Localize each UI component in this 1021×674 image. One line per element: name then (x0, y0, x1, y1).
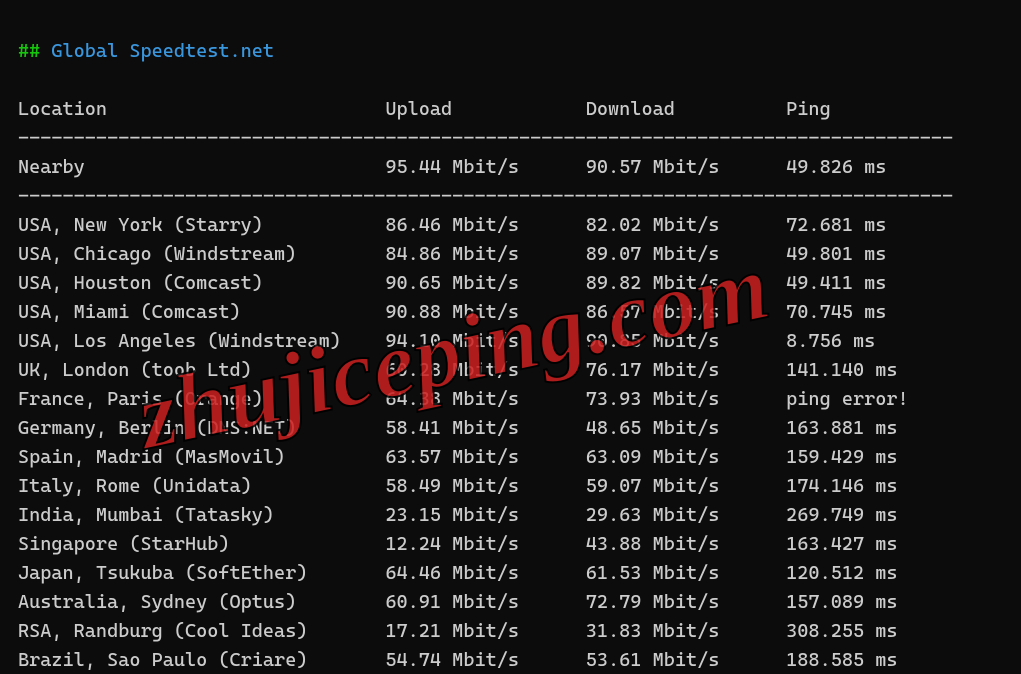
separator-1: ----------------------------------------… (18, 127, 953, 149)
separator-2: ----------------------------------------… (18, 185, 953, 207)
data-rows: USA, New York (Starry) 86.46 Mbit/s 82.0… (18, 214, 909, 671)
title-text: Global Speedtest.net (40, 40, 274, 62)
terminal-output: ## Global Speedtest.net Location Upload … (0, 0, 1021, 674)
nearby-row: Nearby 95.44 Mbit/s 90.57 Mbit/s 49.826 … (18, 156, 886, 178)
header-row: Location Upload Download Ping (18, 98, 831, 120)
title-hash: ## (18, 40, 40, 62)
